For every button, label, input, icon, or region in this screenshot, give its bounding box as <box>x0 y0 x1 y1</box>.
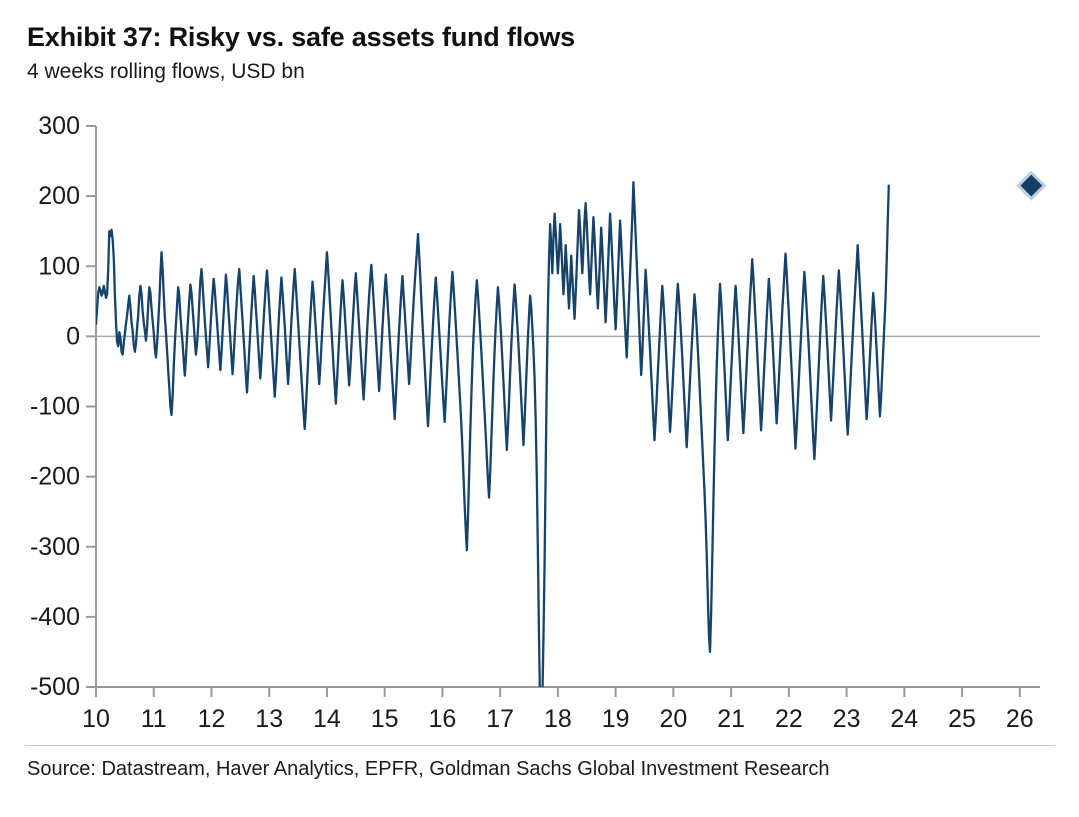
y-tick-label: 200 <box>38 182 80 210</box>
y-tick-label: -300 <box>30 533 80 561</box>
y-tick-label: -400 <box>30 603 80 631</box>
x-tick-label: 24 <box>890 705 918 733</box>
footer-divider <box>25 745 1055 746</box>
x-axis: 10 11 12 13 14 15 16 17 18 19 20 21 22 23 24 25 26 <box>82 686 1040 733</box>
chart-plot-area: 300 200 100 0 -100 -200 -300 -400 -500 10 11 12 13 1… <box>0 98 1079 738</box>
source-note: Source: Datastream, Haver Analytics, EPF… <box>27 758 830 780</box>
x-tick-label: 26 <box>1006 705 1034 733</box>
page-title: Exhibit 37: Risky vs. safe assets fund f… <box>27 22 575 52</box>
data-series-line <box>96 180 890 687</box>
x-tick-label: 15 <box>371 705 399 733</box>
x-tick-label: 16 <box>429 705 457 733</box>
x-tick-label: 21 <box>717 705 745 733</box>
y-tick-label: 0 <box>66 322 80 350</box>
y-tick-label: -500 <box>30 673 80 701</box>
x-tick-label: 19 <box>602 705 630 733</box>
x-tick-label: 12 <box>198 705 226 733</box>
x-tick-label: 22 <box>775 705 803 733</box>
y-tick-label: -100 <box>30 393 80 421</box>
x-tick-label: 11 <box>141 705 167 733</box>
x-tick-label: 17 <box>486 705 514 733</box>
x-tick-label: 13 <box>255 705 283 733</box>
x-tick-label: 25 <box>948 705 976 733</box>
y-axis: 300 200 100 0 -100 -200 -300 -400 -500 <box>30 112 97 701</box>
y-tick-label: -200 <box>30 463 80 491</box>
chart-subtitle: 4 weeks rolling flows, USD bn <box>27 60 305 83</box>
x-tick-label: 10 <box>82 705 110 733</box>
x-tick-label: 20 <box>659 705 687 733</box>
x-tick-label: 18 <box>544 705 572 733</box>
y-tick-label: 100 <box>38 252 80 280</box>
latest-value-diamond-marker <box>1016 170 1047 201</box>
x-tick-label: 14 <box>313 705 341 733</box>
x-tick-label: 23 <box>833 705 861 733</box>
y-tick-label: 300 <box>38 112 80 140</box>
